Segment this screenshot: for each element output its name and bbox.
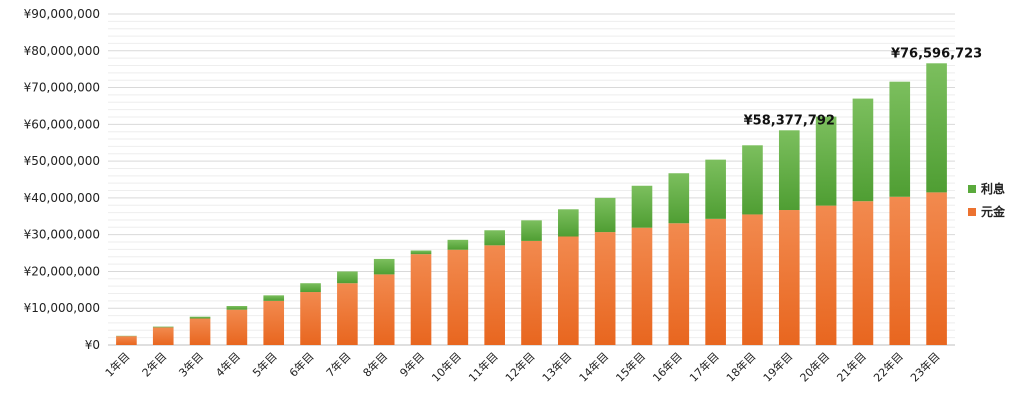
bar-principal — [705, 218, 726, 345]
x-axis: 1年目 2年目 3年目 4年目 5年目 6年目 7年目 8年目 9年目 10年目 11年目 12年目 1… — [102, 349, 943, 384]
x-tick-label: 10年目 — [429, 349, 464, 384]
bar-interest — [631, 185, 653, 228]
x-tick-label: 15年目 — [613, 349, 648, 384]
bar-interest — [852, 98, 874, 202]
bar-interest — [778, 130, 800, 211]
x-tick-label: 8年目 — [360, 349, 390, 379]
bar-principal — [152, 327, 174, 345]
bar-interest — [373, 258, 395, 275]
bar-interest — [558, 209, 579, 237]
x-tick-label: 17年目 — [686, 349, 721, 384]
x-tick-label: 20年目 — [797, 349, 832, 384]
bar-principal — [742, 214, 763, 345]
bar-interest — [410, 250, 432, 255]
x-tick-label: 3年目 — [176, 349, 206, 379]
legend-swatch-interest — [968, 185, 976, 193]
bar-principal — [337, 283, 358, 345]
bar-principal — [447, 249, 469, 345]
x-tick-label: 23年目 — [907, 349, 942, 384]
bar-principal — [852, 201, 874, 345]
bar-principal — [410, 254, 432, 345]
bar-interest — [447, 239, 469, 250]
x-tick-label: 5年目 — [249, 349, 279, 379]
bar-interest — [668, 173, 690, 224]
bar-principal — [373, 274, 395, 345]
bar-principal — [189, 318, 211, 345]
bar-interest — [300, 283, 321, 293]
y-tick-label: ¥90,000,000 — [24, 7, 100, 21]
bars — [116, 63, 947, 345]
bar-principal — [558, 236, 579, 345]
bar-principal — [116, 336, 137, 345]
x-tick-label: 14年目 — [576, 349, 611, 384]
bar-interest — [484, 230, 505, 246]
bar-principal — [889, 196, 911, 345]
data-label: ¥58,377,792 — [744, 113, 835, 128]
bar-interest — [189, 316, 211, 319]
bar-interest — [815, 116, 837, 206]
y-tick-label: ¥30,000,000 — [24, 228, 100, 242]
x-tick-label: 21年目 — [834, 349, 869, 384]
bar-interest — [926, 63, 947, 193]
y-tick-label: ¥50,000,000 — [24, 154, 100, 168]
bar-principal — [778, 210, 800, 345]
bar-interest — [152, 326, 174, 328]
bar-interest — [594, 197, 616, 233]
x-tick-label: 7年目 — [323, 349, 353, 379]
x-tick-label: 19年目 — [760, 349, 795, 384]
data-label: ¥76,596,723 — [891, 46, 982, 61]
x-tick-label: 6年目 — [286, 349, 316, 379]
x-tick-label: 11年目 — [465, 349, 500, 384]
bar-principal — [484, 245, 505, 345]
bar-interest — [889, 81, 911, 197]
y-tick-label: ¥70,000,000 — [24, 81, 100, 95]
bar-interest — [742, 145, 763, 215]
bar-interest — [263, 295, 285, 301]
legend-swatch-principal — [968, 208, 976, 216]
legend: 利息 元金 — [968, 181, 1006, 219]
bar-principal — [263, 300, 285, 345]
annotations: ¥58,377,792 ¥76,596,723 — [744, 46, 983, 128]
x-tick-label: 12年目 — [502, 349, 537, 384]
bar-interest — [337, 271, 358, 284]
y-tick-label: ¥40,000,000 — [24, 191, 100, 205]
bar-principal — [594, 232, 616, 345]
y-tick-label: ¥80,000,000 — [24, 44, 100, 58]
bar-principal — [815, 205, 837, 345]
x-tick-label: 9年目 — [397, 349, 427, 379]
y-tick-label: ¥0 — [85, 338, 100, 352]
x-tick-label: 18年目 — [723, 349, 758, 384]
y-tick-label: ¥10,000,000 — [24, 301, 100, 315]
y-tick-label: ¥20,000,000 — [24, 264, 100, 278]
x-tick-label: 2年目 — [139, 349, 169, 379]
bar-interest — [521, 220, 542, 241]
legend-label-interest: 利息 — [981, 181, 1005, 196]
bar-principal — [668, 223, 690, 345]
bar-principal — [226, 309, 248, 345]
y-tick-label: ¥60,000,000 — [24, 117, 100, 131]
bar-interest — [226, 306, 248, 310]
x-tick-label: 4年目 — [213, 349, 243, 379]
bar-principal — [631, 227, 653, 345]
legend-label-principal: 元金 — [981, 204, 1006, 219]
x-tick-label: 1年目 — [102, 349, 132, 379]
x-tick-label: 13年目 — [539, 349, 574, 384]
x-tick-label: 16年目 — [650, 349, 685, 384]
bar-principal — [300, 292, 321, 345]
bar-principal — [926, 192, 947, 345]
bar-interest — [705, 159, 726, 219]
bar-principal — [521, 240, 542, 345]
x-tick-label: 22年目 — [871, 349, 906, 384]
